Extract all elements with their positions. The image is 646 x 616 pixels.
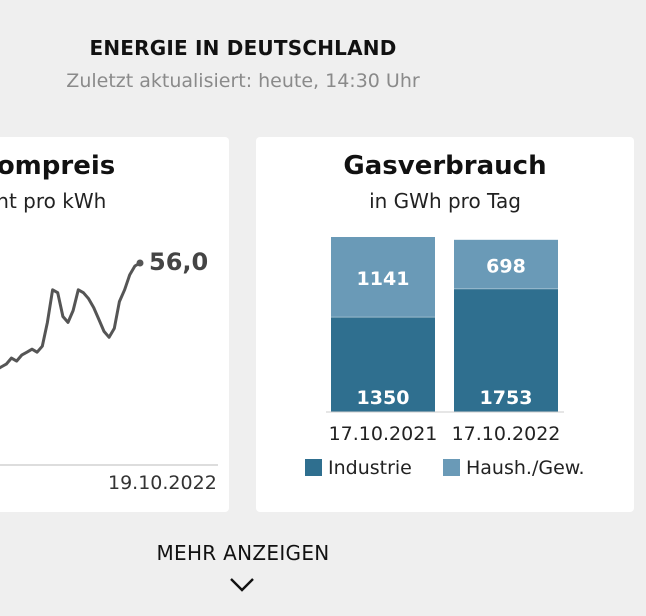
legend-item-industrie: Industrie — [305, 457, 412, 479]
legend-label-industrie: Industrie — [328, 457, 412, 479]
chevron-down-icon[interactable] — [229, 576, 255, 594]
bar-segment-industrie — [454, 288, 558, 412]
strompreis-subtitle: ent pro kWh — [0, 189, 107, 213]
header-title: ENERGIE IN DEUTSCHLAND — [89, 36, 397, 60]
bar-value-label: 698 — [486, 255, 526, 277]
strompreis-end-point — [136, 259, 144, 267]
bar-value-label: 1350 — [357, 387, 410, 409]
bar-segment-haushalt — [331, 237, 435, 318]
legend-swatch-industrie — [305, 459, 322, 476]
strompreis-end-value-label: 56,0 — [149, 248, 209, 276]
bar-category-label: 17.10.2022 — [452, 423, 561, 445]
gasverbrauch-card[interactable]: Gasverbrauch in GWh pro Tag 1350 1141 17.1… — [256, 137, 634, 512]
gasverbrauch-bar-chart: 1350 1141 17.10.2021 1753 698 17.10.2022 — [326, 237, 564, 445]
bar-category-label: 17.10.2021 — [329, 423, 438, 445]
strompreis-line-chart — [0, 259, 218, 466]
strompreis-series-line — [0, 261, 141, 370]
last-updated-text: Zuletzt aktualisiert: heute, 14:30 Uhr — [66, 70, 420, 92]
strompreis-x-end-label: 19.10.2022 — [108, 472, 217, 494]
bar-value-label: 1141 — [357, 268, 410, 290]
bar-segment-industrie — [331, 317, 435, 412]
bar-segment-haushalt — [454, 239, 558, 289]
legend-label-haushalt: Haush./Gew. — [466, 457, 585, 479]
legend-item-haushalt: Haush./Gew. — [443, 457, 585, 479]
bar-value-label: 1753 — [480, 387, 533, 409]
gasverbrauch-subtitle: in GWh pro Tag — [369, 189, 521, 213]
legend-swatch-haushalt — [443, 459, 460, 476]
gasverbrauch-title: Gasverbrauch — [343, 151, 547, 181]
show-more-button[interactable]: MEHR ANZEIGEN — [156, 541, 330, 565]
